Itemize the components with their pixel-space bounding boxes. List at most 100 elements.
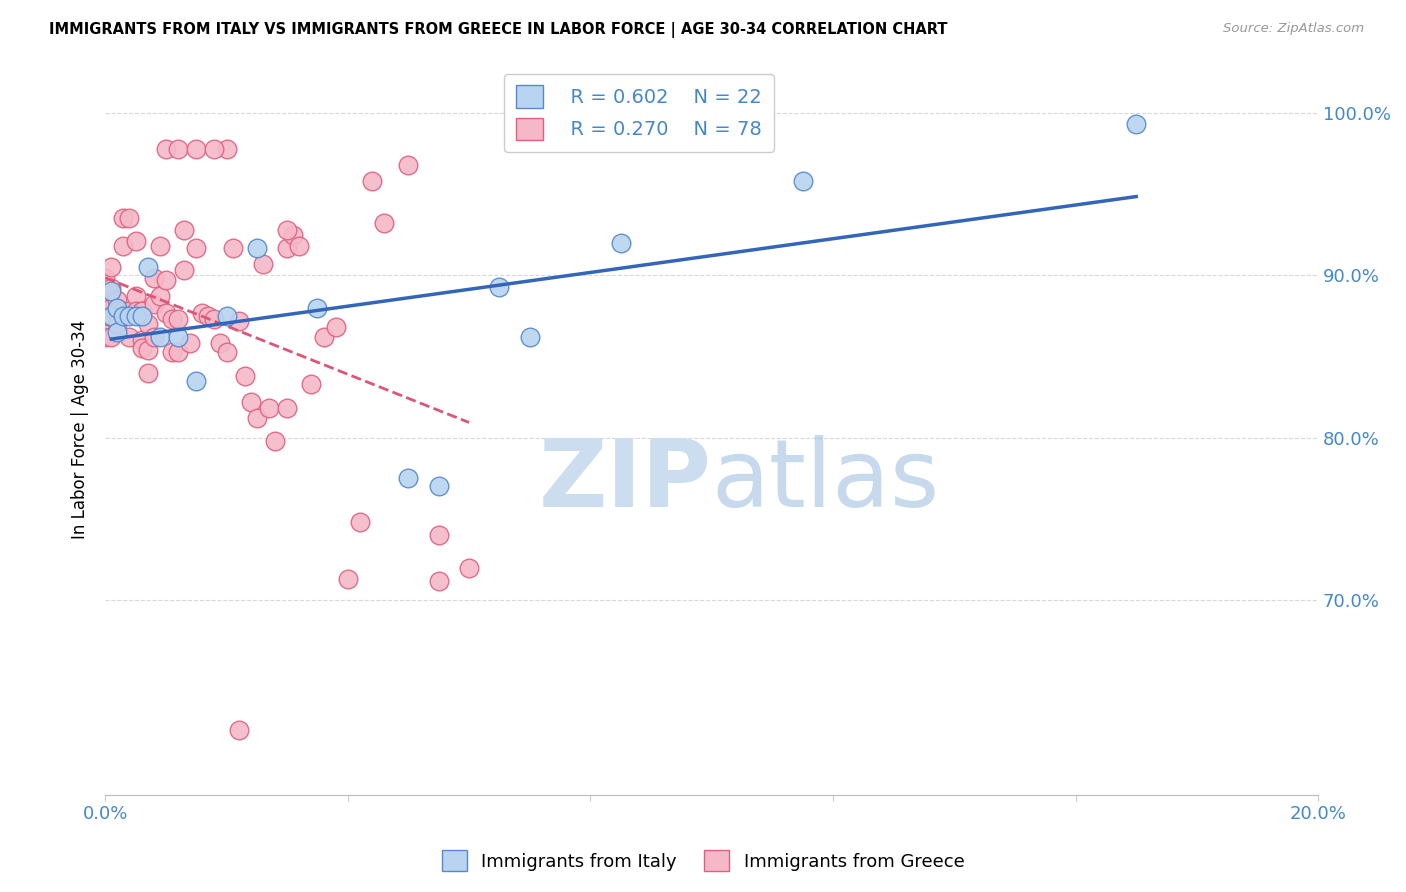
Text: Source: ZipAtlas.com: Source: ZipAtlas.com (1223, 22, 1364, 36)
Point (136, 260, 159, 274)
Point (246, 241, 269, 255)
Point (173, 263, 195, 277)
Point (221, 241, 243, 255)
Point (179, 336, 201, 351)
Point (155, 273, 177, 287)
Point (131, 333, 153, 347)
Point (131, 309, 153, 323)
Point (167, 312, 190, 326)
Point (142, 330, 165, 344)
Point (112, 309, 135, 323)
Point (427, 574, 450, 588)
Point (118, 304, 141, 318)
Point (792, 174, 814, 188)
Point (112, 239, 135, 253)
Point (173, 223, 195, 237)
Point (228, 723, 250, 737)
Point (94, 309, 117, 323)
Point (299, 377, 322, 392)
Point (131, 304, 153, 318)
Point (100, 309, 122, 323)
Point (124, 309, 146, 323)
Point (215, 309, 238, 323)
Point (202, 312, 225, 326)
Point (94, 293, 117, 307)
Point (100, 309, 122, 323)
Point (112, 304, 135, 318)
Point (197, 309, 219, 323)
Point (100, 301, 122, 315)
Point (325, 320, 347, 334)
Point (124, 289, 146, 303)
Point (609, 235, 631, 250)
Point (398, 471, 420, 485)
Point (149, 330, 172, 344)
Point (136, 366, 159, 380)
Point (228, 314, 250, 328)
Point (349, 515, 371, 529)
Point (257, 401, 280, 416)
Point (94, 271, 117, 285)
Point (373, 216, 395, 230)
Text: IMMIGRANTS FROM ITALY VS IMMIGRANTS FROM GREECE IN LABOR FORCE | AGE 30-34 CORRE: IMMIGRANTS FROM ITALY VS IMMIGRANTS FROM… (49, 22, 948, 38)
Point (186, 142, 208, 156)
Point (276, 223, 298, 237)
Legend: Immigrants from Italy, Immigrants from Greece: Immigrants from Italy, Immigrants from G… (434, 843, 972, 879)
Point (142, 271, 165, 285)
Point (118, 211, 141, 226)
Point (136, 343, 159, 357)
Point (155, 305, 177, 319)
Point (458, 560, 481, 574)
Point (288, 239, 311, 253)
Point (209, 336, 232, 351)
Point (167, 142, 190, 156)
Point (131, 304, 153, 318)
Point (94, 330, 117, 344)
Point (1125, 117, 1147, 131)
Point (215, 344, 238, 359)
Point (124, 304, 146, 318)
Point (307, 301, 329, 315)
Point (100, 281, 122, 295)
Legend:   R = 0.602    N = 22,   R = 0.270    N = 78: R = 0.602 N = 22, R = 0.270 N = 78 (503, 74, 773, 152)
Point (160, 344, 183, 359)
Point (100, 285, 122, 299)
Point (100, 330, 122, 344)
Point (398, 158, 420, 172)
Point (246, 411, 269, 425)
Point (312, 330, 335, 344)
Text: ZIP: ZIP (538, 434, 711, 527)
Point (131, 342, 153, 356)
Point (105, 304, 128, 318)
Point (149, 289, 172, 303)
Point (427, 528, 450, 542)
Point (252, 257, 274, 271)
Point (233, 368, 256, 383)
Point (124, 234, 146, 248)
Y-axis label: In Labor Force | Age 30-34: In Labor Force | Age 30-34 (72, 320, 89, 539)
Text: atlas: atlas (711, 434, 941, 527)
Point (276, 241, 298, 255)
Point (202, 142, 225, 156)
Point (105, 301, 128, 315)
Point (118, 309, 141, 323)
Point (167, 344, 190, 359)
Point (149, 239, 172, 253)
Point (160, 312, 183, 326)
Point (118, 330, 141, 344)
Point (155, 142, 177, 156)
Point (112, 211, 135, 226)
Point (191, 305, 214, 319)
Point (105, 325, 128, 339)
Point (105, 293, 128, 307)
Point (215, 142, 238, 156)
Point (100, 260, 122, 274)
Point (283, 227, 305, 242)
Point (519, 330, 541, 344)
Point (336, 572, 359, 586)
Point (136, 317, 159, 331)
Point (427, 479, 450, 493)
Point (276, 401, 298, 416)
Point (142, 297, 165, 311)
Point (105, 317, 128, 331)
